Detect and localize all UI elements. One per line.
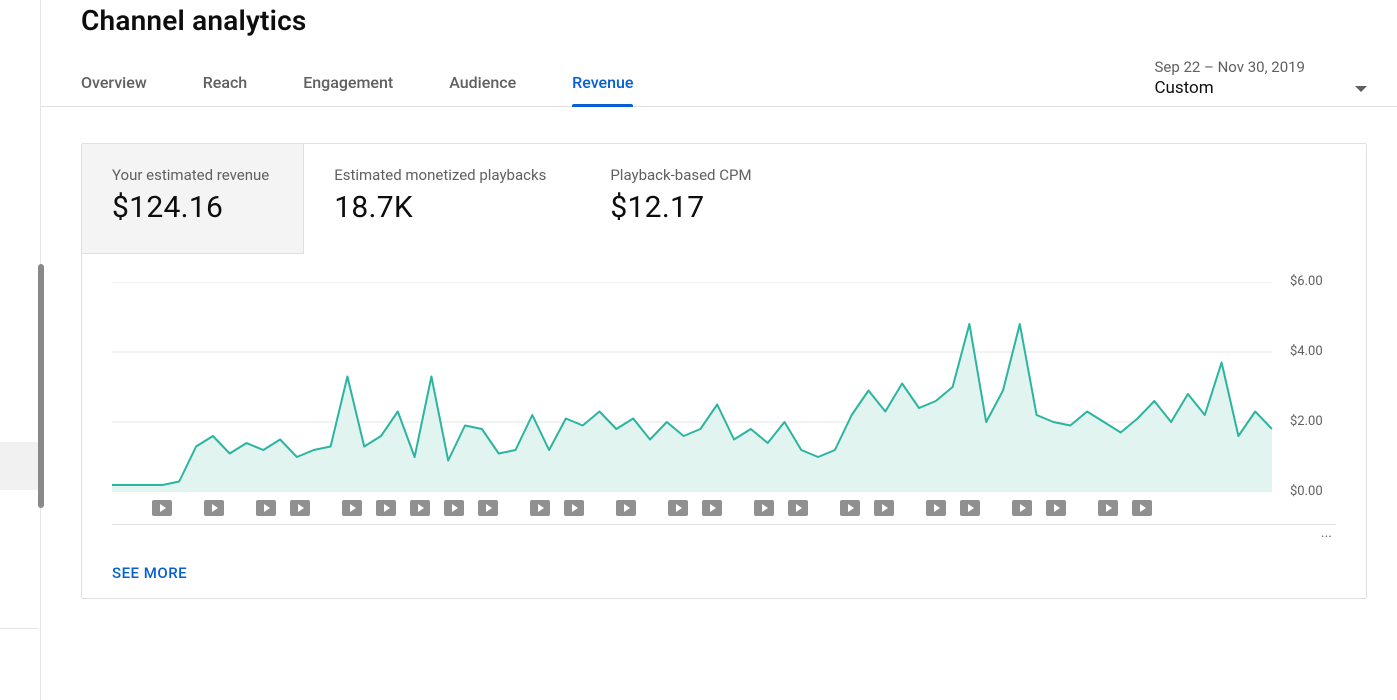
play-icon[interactable] (1132, 500, 1152, 516)
metric-cards: Your estimated revenue $124.16 Estimated m… (82, 144, 1366, 254)
chart-canvas (112, 282, 1272, 492)
chart-ytick-label: $0.00 (1272, 484, 1336, 499)
play-icon[interactable] (256, 500, 276, 516)
play-icon[interactable] (152, 500, 172, 516)
page-title: Channel analytics (81, 4, 1397, 37)
play-icon[interactable] (1098, 500, 1118, 516)
tab-overview[interactable]: Overview (81, 73, 147, 106)
metric-card[interactable]: Your estimated revenue $124.16 (82, 144, 304, 254)
play-icon[interactable] (874, 500, 894, 516)
play-icon[interactable] (668, 500, 688, 516)
play-icon[interactable] (204, 500, 224, 516)
metric-value: $124.16 (112, 190, 269, 225)
play-icon[interactable] (1046, 500, 1066, 516)
collapsed-sidebar (0, 0, 41, 700)
metric-label: Your estimated revenue (112, 166, 269, 184)
play-icon[interactable] (926, 500, 946, 516)
metric-value: 18.7K (334, 190, 546, 225)
play-icon[interactable] (410, 500, 430, 516)
date-range-label: Sep 22 – Nov 30, 2019 (1154, 57, 1305, 77)
play-icon[interactable] (564, 500, 584, 516)
see-more-link[interactable]: SEE MORE (112, 564, 187, 582)
play-icon[interactable] (616, 500, 636, 516)
play-icon[interactable] (702, 500, 722, 516)
tab-engagement[interactable]: Engagement (303, 73, 393, 106)
tab-reach[interactable]: Reach (203, 73, 248, 106)
play-icon[interactable] (960, 500, 980, 516)
date-range-picker[interactable]: Sep 22 – Nov 30, 2019 Custom (1154, 57, 1367, 100)
chart-ytick-label: $4.00 (1272, 344, 1336, 359)
tab-audience[interactable]: Audience (449, 73, 516, 106)
play-icon[interactable] (376, 500, 396, 516)
metric-card[interactable]: Playback-based CPM $12.17 (580, 144, 785, 254)
play-icon[interactable] (342, 500, 362, 516)
metric-card[interactable]: Estimated monetized playbacks 18.7K (304, 144, 580, 254)
metric-label: Playback-based CPM (610, 166, 751, 184)
play-icon[interactable] (290, 500, 310, 516)
date-range-mode: Custom (1154, 77, 1305, 100)
play-icon[interactable] (444, 500, 464, 516)
tab-revenue[interactable]: Revenue (572, 73, 633, 106)
play-icon[interactable] (788, 500, 808, 516)
play-icon[interactable] (840, 500, 860, 516)
chevron-down-icon (1355, 86, 1367, 92)
chart-ytick-label: $2.00 (1272, 414, 1336, 429)
revenue-chart: $6.00 $4.00 $2.00 $0.00 (82, 254, 1366, 516)
chart-x-markers (112, 492, 1336, 516)
play-icon[interactable] (530, 500, 550, 516)
metric-value: $12.17 (610, 190, 751, 225)
play-icon[interactable] (754, 500, 774, 516)
chart-overflow-ellipsis: ... (82, 525, 1366, 541)
revenue-card: Your estimated revenue $124.16 Estimated m… (81, 143, 1367, 599)
sidebar-scrollbar[interactable] (38, 264, 44, 508)
play-icon[interactable] (1012, 500, 1032, 516)
sidebar-divider (0, 628, 38, 629)
sidebar-active-indicator (0, 442, 38, 490)
metric-label: Estimated monetized playbacks (334, 166, 546, 184)
chart-yticks: $6.00$4.00$2.00$0.00 (1272, 282, 1336, 492)
chart-ytick-label: $6.00 (1272, 274, 1336, 289)
play-icon[interactable] (478, 500, 498, 516)
